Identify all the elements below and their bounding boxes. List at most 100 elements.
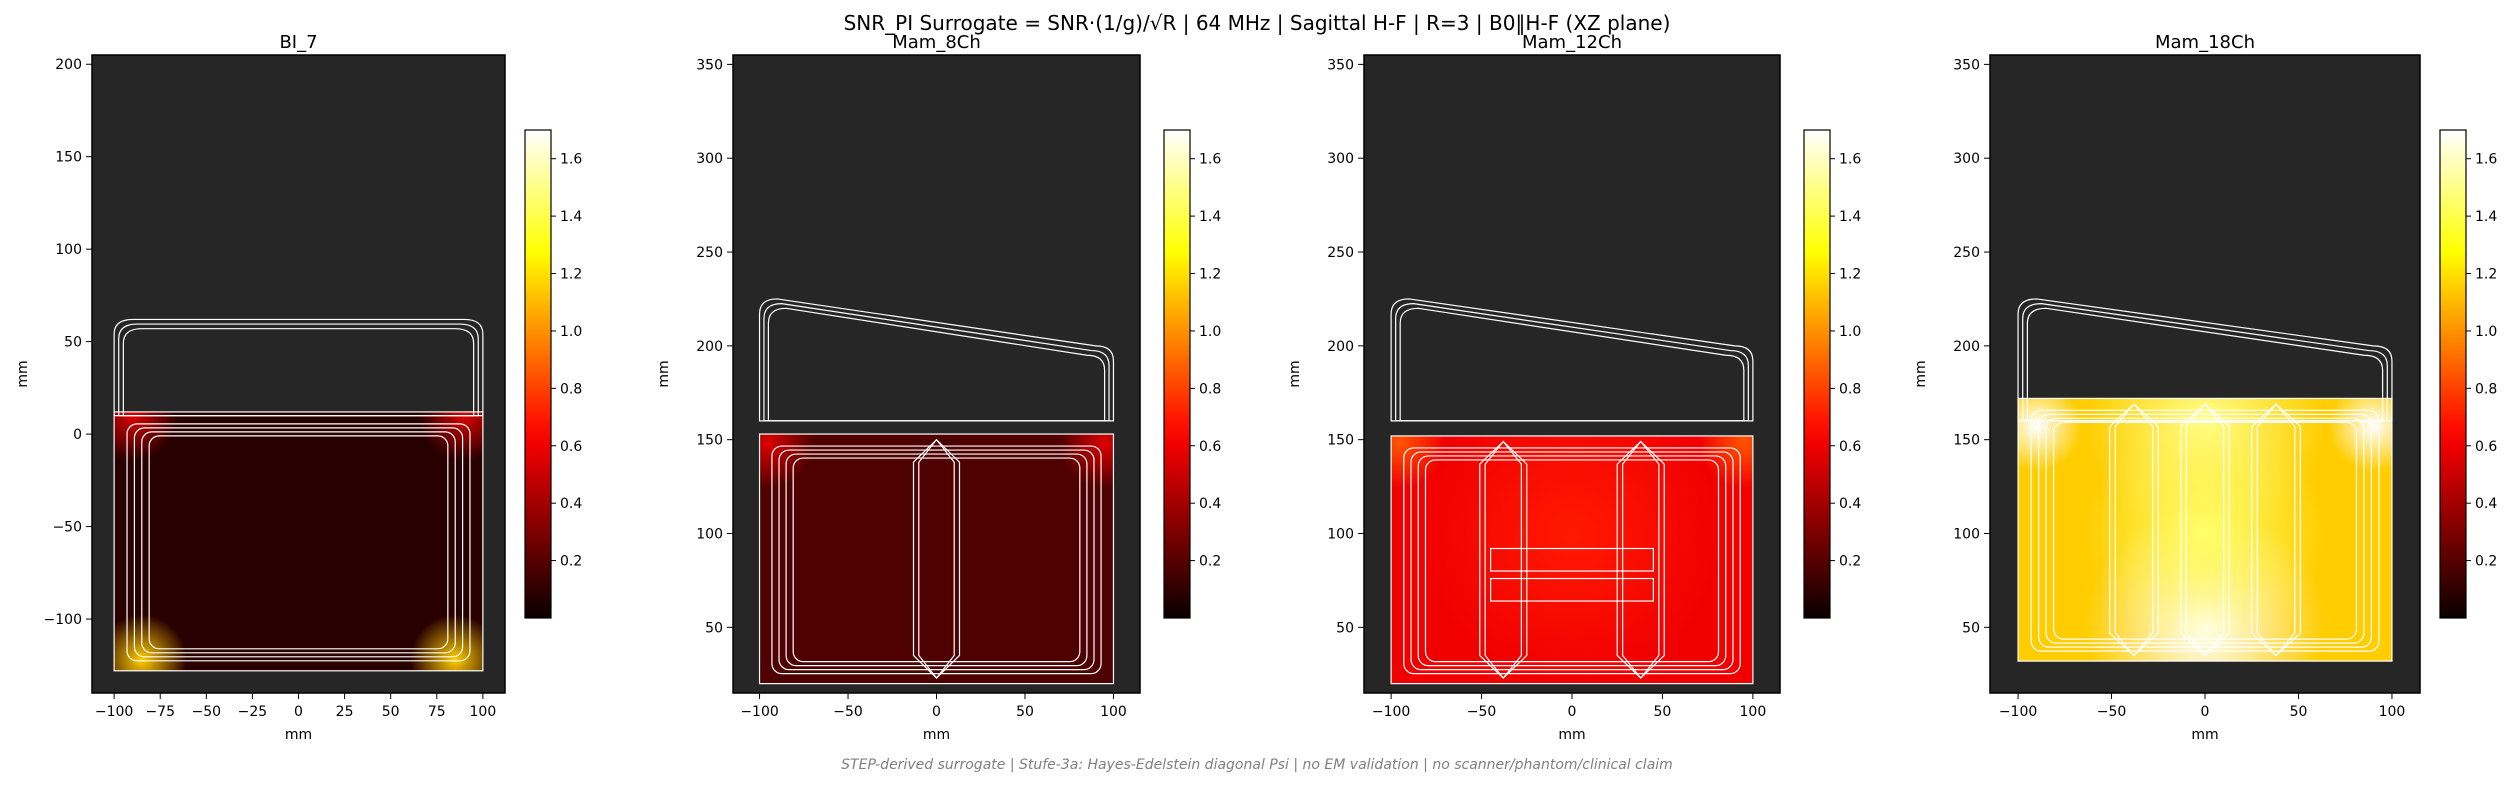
snr-field bbox=[114, 411, 483, 671]
colorbar-tick-label: 0.4 bbox=[2475, 496, 2497, 512]
x-axis-label: mm bbox=[2191, 727, 2218, 743]
y-tick-label: 200 bbox=[1953, 339, 1980, 355]
y-tick-label: −100 bbox=[44, 612, 82, 628]
x-tick-label: 75 bbox=[428, 704, 446, 720]
y-tick-label: 0 bbox=[73, 427, 82, 443]
x-tick-label: 50 bbox=[1016, 704, 1034, 720]
x-tick-label: −75 bbox=[145, 704, 175, 720]
x-axis-label: mm bbox=[923, 727, 950, 743]
coil-outlines bbox=[1390, 298, 1754, 685]
x-tick-label: −100 bbox=[1999, 704, 2037, 720]
colorbar-tick-label: 1.2 bbox=[2475, 267, 2497, 283]
x-tick-label: 100 bbox=[470, 704, 497, 720]
y-tick-label: 300 bbox=[1953, 151, 1980, 167]
colorbar-tick-label: 1.2 bbox=[1839, 267, 1861, 283]
colorbar-tick-label: 0.2 bbox=[2475, 554, 2497, 570]
x-tick-label: 0 bbox=[2201, 704, 2210, 720]
panel-title: Mam_8Ch bbox=[892, 32, 981, 53]
colorbar-tick-label: 1.6 bbox=[1839, 152, 1861, 168]
y-tick-label: 100 bbox=[1953, 527, 1980, 543]
y-tick-label: 200 bbox=[696, 339, 723, 355]
snr-field bbox=[759, 434, 1114, 684]
y-tick-label: 50 bbox=[1962, 620, 1980, 636]
coil-outlines bbox=[758, 298, 1115, 685]
panel-mam-18ch: −100 −50 0 50 100 50 100 150 200 250 300 350 mm mm Mam… bbox=[1913, 32, 2497, 743]
snr-hotspot bbox=[1698, 435, 1753, 489]
y-tick-label: 250 bbox=[1327, 245, 1354, 261]
colorbar-tick-label: 1.4 bbox=[560, 209, 582, 225]
colorbar-tick-label: 0.6 bbox=[1839, 439, 1861, 455]
colorbar-tick-label: 0.2 bbox=[1839, 554, 1861, 570]
colorbar-gradient bbox=[1163, 129, 1191, 619]
y-tick-label: 200 bbox=[55, 57, 82, 73]
colorbar-tick-label: 0.4 bbox=[1839, 496, 1861, 512]
x-tick-label: 0 bbox=[294, 704, 303, 720]
panel-mam-8ch: −100 −50 0 50 100 50 100 150 200 250 300 350 mm mm Mam… bbox=[656, 32, 1221, 743]
colorbar-tick-label: 1.6 bbox=[560, 152, 582, 168]
y-tick-label: 50 bbox=[705, 620, 723, 636]
y-tick-label: 350 bbox=[1327, 57, 1354, 73]
y-axis-label: mm bbox=[1287, 360, 1303, 387]
colorbar: 0.2 0.4 0.6 0.8 1.0 1.2 1.4 1.6 bbox=[2439, 129, 2497, 619]
x-tick-label: 50 bbox=[2290, 704, 2308, 720]
y-tick-label: 350 bbox=[696, 57, 723, 73]
y-tick-label: 150 bbox=[1327, 433, 1354, 449]
x-axis-label: mm bbox=[285, 727, 312, 743]
colorbar-tick-label: 1.2 bbox=[560, 267, 582, 283]
y-tick-label: 350 bbox=[1953, 57, 1980, 73]
panel-title: Mam_12Ch bbox=[1522, 32, 1622, 53]
colorbar-tick-label: 1.0 bbox=[2475, 324, 2497, 340]
colorbar-tick-label: 0.2 bbox=[560, 554, 582, 570]
colorbar-tick-label: 0.6 bbox=[2475, 439, 2497, 455]
figure-title: SNR_PI Surrogate = SNR·(1/g)/√R | 64 MHz… bbox=[844, 11, 1671, 35]
colorbar-tick-label: 0.8 bbox=[1199, 381, 1221, 397]
y-axis-label: mm bbox=[656, 360, 672, 387]
colorbar-tick-label: 0.6 bbox=[560, 439, 582, 455]
x-tick-label: −100 bbox=[740, 704, 778, 720]
colorbar-gradient bbox=[1803, 129, 1831, 619]
x-tick-label: 100 bbox=[2379, 704, 2406, 720]
x-tick-label: 0 bbox=[1568, 704, 1577, 720]
colorbar-tick-label: 0.8 bbox=[1839, 381, 1861, 397]
colorbar-gradient bbox=[2439, 129, 2467, 619]
y-tick-label: 250 bbox=[696, 245, 723, 261]
coil-outlines bbox=[113, 318, 484, 672]
colorbar-tick-label: 1.6 bbox=[2475, 152, 2497, 168]
x-tick-label: −50 bbox=[833, 704, 863, 720]
colorbar-tick-label: 0.2 bbox=[1199, 554, 1221, 570]
x-tick-label: −25 bbox=[238, 704, 268, 720]
colorbar-tick-label: 0.8 bbox=[2475, 381, 2497, 397]
coil-outlines bbox=[2017, 298, 2393, 662]
colorbar-tick-label: 1.4 bbox=[2475, 209, 2497, 225]
colorbar-tick-label: 1.0 bbox=[560, 324, 582, 340]
y-tick-label: −50 bbox=[52, 520, 82, 536]
y-tick-label: 100 bbox=[55, 242, 82, 258]
colorbar-tick-label: 0.4 bbox=[560, 496, 582, 512]
colorbar-tick-label: 1.4 bbox=[1839, 209, 1861, 225]
panel-title: Mam_18Ch bbox=[2155, 32, 2255, 53]
colorbar-tick-label: 1.6 bbox=[1199, 152, 1221, 168]
y-tick-label: 50 bbox=[1336, 620, 1354, 636]
x-tick-label: −100 bbox=[1372, 704, 1410, 720]
x-tick-label: 50 bbox=[1654, 704, 1672, 720]
y-axis-label: mm bbox=[15, 360, 31, 387]
y-tick-label: 150 bbox=[1953, 433, 1980, 449]
panel-mam-12ch: −100 −50 0 50 100 50 100 150 200 250 300 350 mm mm Mam… bbox=[1287, 32, 1861, 743]
y-tick-label: 300 bbox=[696, 151, 723, 167]
snr-hotspot bbox=[2018, 398, 2082, 472]
colorbar: 0.2 0.4 0.6 0.8 1.0 1.2 1.4 1.6 bbox=[524, 129, 582, 619]
colorbar-tick-label: 1.2 bbox=[1199, 267, 1221, 283]
snr-hotspot bbox=[1391, 435, 1446, 489]
snr-hotspot bbox=[1422, 435, 1722, 684]
colorbar: 0.2 0.4 0.6 0.8 1.0 1.2 1.4 1.6 bbox=[1163, 129, 1221, 619]
colorbar-tick-label: 0.4 bbox=[1199, 496, 1221, 512]
x-tick-label: 0 bbox=[932, 704, 941, 720]
y-tick-label: 150 bbox=[696, 433, 723, 449]
y-tick-label: 150 bbox=[55, 150, 82, 166]
panel-title: BI_7 bbox=[279, 32, 317, 53]
snr-hotspot bbox=[2085, 413, 2325, 654]
figure-footer: STEP-derived surrogate | Stufe-3a: Hayes… bbox=[841, 757, 1673, 773]
panel-bi-7: −100 −75 −50 −25 0 25 50 75 100 −100 −50 0 50 100 150 2… bbox=[15, 32, 582, 743]
x-tick-label: −50 bbox=[1467, 704, 1497, 720]
